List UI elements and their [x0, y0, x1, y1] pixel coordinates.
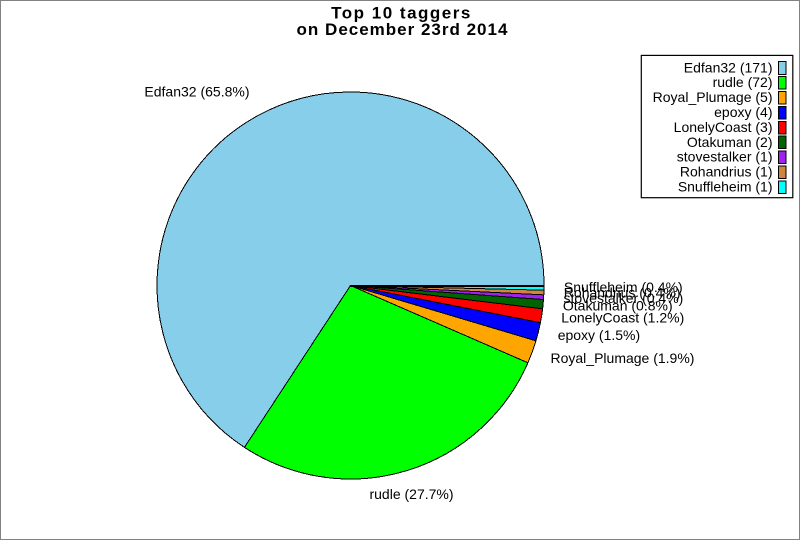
- svg-text:Edfan32 (171): Edfan32 (171): [684, 59, 773, 75]
- svg-text:rudle (27.7%): rudle (27.7%): [369, 486, 453, 502]
- svg-text:rudle (72): rudle (72): [713, 74, 773, 90]
- svg-text:LonelyCoast (1.2%): LonelyCoast (1.2%): [561, 310, 684, 326]
- svg-text:Royal_Plumage (1.9%): Royal_Plumage (1.9%): [551, 350, 695, 366]
- svg-text:Otakuman (2): Otakuman (2): [687, 134, 773, 150]
- svg-text:Snuffleheim (1): Snuffleheim (1): [678, 179, 773, 195]
- svg-text:Otakuman (0.8%): Otakuman (0.8%): [563, 298, 673, 314]
- svg-text:epoxy (4): epoxy (4): [714, 104, 772, 120]
- svg-text:Rohandrius (1): Rohandrius (1): [680, 164, 773, 180]
- svg-text:Royal_Plumage (5): Royal_Plumage (5): [653, 89, 773, 105]
- svg-text:stovestalker (0.4%): stovestalker (0.4%): [564, 290, 684, 306]
- svg-text:LonelyCoast (3): LonelyCoast (3): [674, 119, 773, 135]
- svg-text:on December 23rd 2014: on December 23rd 2014: [297, 20, 509, 39]
- svg-text:Rohandrius (0.4%): Rohandrius (0.4%): [564, 285, 681, 301]
- svg-text:Top 10 taggers: Top 10 taggers: [331, 3, 472, 22]
- svg-text:epoxy (1.5%): epoxy (1.5%): [558, 327, 640, 343]
- svg-text:Snuffleheim (0.4%): Snuffleheim (0.4%): [564, 279, 683, 295]
- svg-text:Edfan32 (65.8%): Edfan32 (65.8%): [144, 84, 249, 100]
- svg-text:stovestalker (1): stovestalker (1): [677, 149, 773, 165]
